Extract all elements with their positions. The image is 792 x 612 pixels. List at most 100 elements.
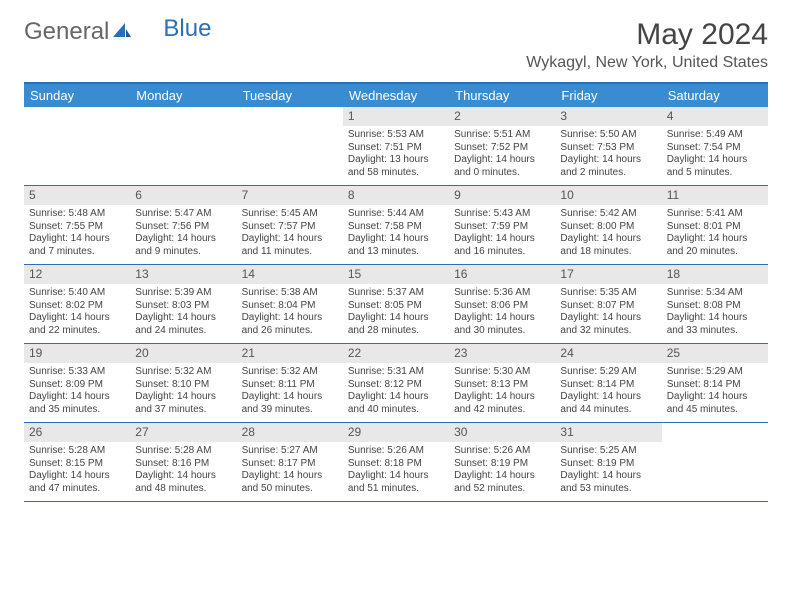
- sunrise-text: Sunrise: 5:30 AM: [454, 366, 550, 379]
- daylight-text-1: Daylight: 14 hours: [135, 312, 231, 325]
- day-cell: 12Sunrise: 5:40 AMSunset: 8:02 PMDayligh…: [24, 265, 130, 343]
- day-details: Sunrise: 5:38 AMSunset: 8:04 PMDaylight:…: [237, 284, 343, 342]
- sunset-text: Sunset: 8:16 PM: [135, 458, 231, 471]
- day-details: Sunrise: 5:29 AMSunset: 8:14 PMDaylight:…: [662, 363, 768, 421]
- brand-part2: Blue: [163, 15, 211, 43]
- sunrise-text: Sunrise: 5:45 AM: [242, 208, 338, 221]
- day-cell: 26Sunrise: 5:28 AMSunset: 8:15 PMDayligh…: [24, 423, 130, 501]
- daylight-text-1: Daylight: 14 hours: [29, 312, 125, 325]
- day-cell: 11Sunrise: 5:41 AMSunset: 8:01 PMDayligh…: [662, 186, 768, 264]
- daylight-text-1: Daylight: 14 hours: [348, 233, 444, 246]
- day-number: 24: [555, 344, 661, 363]
- brand-logo[interactable]: General Blue: [24, 18, 211, 46]
- sunset-text: Sunset: 7:56 PM: [135, 221, 231, 234]
- day-number: 20: [130, 344, 236, 363]
- day-header: Wednesday: [343, 84, 449, 107]
- daylight-text-1: Daylight: 14 hours: [348, 391, 444, 404]
- day-number: 28: [237, 423, 343, 442]
- day-cell: 30Sunrise: 5:26 AMSunset: 8:19 PMDayligh…: [449, 423, 555, 501]
- sunrise-text: Sunrise: 5:26 AM: [348, 445, 444, 458]
- sunset-text: Sunset: 8:14 PM: [560, 379, 656, 392]
- daylight-text-1: Daylight: 14 hours: [242, 233, 338, 246]
- day-header: Tuesday: [237, 84, 343, 107]
- day-details: Sunrise: 5:26 AMSunset: 8:19 PMDaylight:…: [449, 442, 555, 500]
- daylight-text-2: and 18 minutes.: [560, 246, 656, 259]
- sunrise-text: Sunrise: 5:38 AM: [242, 287, 338, 300]
- day-number: 19: [24, 344, 130, 363]
- day-details: Sunrise: 5:42 AMSunset: 8:00 PMDaylight:…: [555, 205, 661, 263]
- day-number: 1: [343, 107, 449, 126]
- daylight-text-1: Daylight: 14 hours: [560, 154, 656, 167]
- daylight-text-1: Daylight: 14 hours: [29, 233, 125, 246]
- daylight-text-1: Daylight: 14 hours: [242, 470, 338, 483]
- sunset-text: Sunset: 7:57 PM: [242, 221, 338, 234]
- daylight-text-1: Daylight: 14 hours: [135, 391, 231, 404]
- daylight-text-2: and 20 minutes.: [667, 246, 763, 259]
- day-header: Thursday: [449, 84, 555, 107]
- sunrise-text: Sunrise: 5:50 AM: [560, 129, 656, 142]
- day-cell: 23Sunrise: 5:30 AMSunset: 8:13 PMDayligh…: [449, 344, 555, 422]
- day-details: Sunrise: 5:50 AMSunset: 7:53 PMDaylight:…: [555, 126, 661, 184]
- day-number: 16: [449, 265, 555, 284]
- daylight-text-1: Daylight: 14 hours: [560, 391, 656, 404]
- day-cell: 7 Sunrise: 5:45 AMSunset: 7:57 PMDaylight…: [237, 186, 343, 264]
- day-cell: 31Sunrise: 5:25 AMSunset: 8:19 PMDayligh…: [555, 423, 661, 501]
- sunrise-text: Sunrise: 5:44 AM: [348, 208, 444, 221]
- week-row: 5Sunrise: 5:48 AMSunset: 7:55 PMDaylight…: [24, 186, 768, 265]
- sunrise-text: Sunrise: 5:41 AM: [667, 208, 763, 221]
- daylight-text-1: Daylight: 14 hours: [454, 154, 550, 167]
- day-cell: 19Sunrise: 5:33 AMSunset: 8:09 PMDayligh…: [24, 344, 130, 422]
- week-row: 19Sunrise: 5:33 AMSunset: 8:09 PMDayligh…: [24, 344, 768, 423]
- day-number: 9: [449, 186, 555, 205]
- daylight-text-2: and 40 minutes.: [348, 404, 444, 417]
- daylight-text-2: and 2 minutes.: [560, 167, 656, 180]
- daylight-text-2: and 47 minutes.: [29, 483, 125, 496]
- day-details: Sunrise: 5:32 AMSunset: 8:11 PMDaylight:…: [237, 363, 343, 421]
- location-text: Wykagyl, New York, United States: [526, 54, 768, 72]
- header: General Blue May 2024 Wykagyl, New York,…: [24, 18, 768, 72]
- day-cell: 18Sunrise: 5:34 AMSunset: 8:08 PMDayligh…: [662, 265, 768, 343]
- day-details: Sunrise: 5:39 AMSunset: 8:03 PMDaylight:…: [130, 284, 236, 342]
- day-cell: [130, 107, 236, 185]
- day-number: 4: [662, 107, 768, 126]
- day-header: Friday: [555, 84, 661, 107]
- sunrise-text: Sunrise: 5:28 AM: [29, 445, 125, 458]
- day-cell: 13Sunrise: 5:39 AMSunset: 8:03 PMDayligh…: [130, 265, 236, 343]
- day-cell: 17Sunrise: 5:35 AMSunset: 8:07 PMDayligh…: [555, 265, 661, 343]
- day-header: Monday: [130, 84, 236, 107]
- daylight-text-1: Daylight: 14 hours: [135, 233, 231, 246]
- day-number: 13: [130, 265, 236, 284]
- daylight-text-1: Daylight: 14 hours: [348, 312, 444, 325]
- day-details: Sunrise: 5:35 AMSunset: 8:07 PMDaylight:…: [555, 284, 661, 342]
- sunrise-text: Sunrise: 5:48 AM: [29, 208, 125, 221]
- sunrise-text: Sunrise: 5:33 AM: [29, 366, 125, 379]
- day-details: Sunrise: 5:41 AMSunset: 8:01 PMDaylight:…: [662, 205, 768, 263]
- day-details: Sunrise: 5:33 AMSunset: 8:09 PMDaylight:…: [24, 363, 130, 421]
- day-number: 7: [237, 186, 343, 205]
- day-details: Sunrise: 5:32 AMSunset: 8:10 PMDaylight:…: [130, 363, 236, 421]
- daylight-text-2: and 58 minutes.: [348, 167, 444, 180]
- sunrise-text: Sunrise: 5:43 AM: [454, 208, 550, 221]
- day-number: 17: [555, 265, 661, 284]
- sunrise-text: Sunrise: 5:28 AM: [135, 445, 231, 458]
- day-details: Sunrise: 5:40 AMSunset: 8:02 PMDaylight:…: [24, 284, 130, 342]
- daylight-text-2: and 35 minutes.: [29, 404, 125, 417]
- day-details: Sunrise: 5:28 AMSunset: 8:15 PMDaylight:…: [24, 442, 130, 500]
- sunset-text: Sunset: 8:19 PM: [560, 458, 656, 471]
- sunset-text: Sunset: 8:04 PM: [242, 300, 338, 313]
- sunrise-text: Sunrise: 5:32 AM: [242, 366, 338, 379]
- sunset-text: Sunset: 7:52 PM: [454, 142, 550, 155]
- daylight-text-2: and 28 minutes.: [348, 325, 444, 338]
- title-block: May 2024 Wykagyl, New York, United State…: [526, 18, 768, 72]
- sunrise-text: Sunrise: 5:29 AM: [667, 366, 763, 379]
- day-number: 5: [24, 186, 130, 205]
- day-header: Sunday: [24, 84, 130, 107]
- daylight-text-1: Daylight: 14 hours: [454, 470, 550, 483]
- sunset-text: Sunset: 7:53 PM: [560, 142, 656, 155]
- sunrise-text: Sunrise: 5:25 AM: [560, 445, 656, 458]
- daylight-text-1: Daylight: 14 hours: [560, 312, 656, 325]
- daylight-text-2: and 42 minutes.: [454, 404, 550, 417]
- weeks-container: 1Sunrise: 5:53 AMSunset: 7:51 PMDaylight…: [24, 107, 768, 502]
- day-cell: 27Sunrise: 5:28 AMSunset: 8:16 PMDayligh…: [130, 423, 236, 501]
- sunset-text: Sunset: 8:10 PM: [135, 379, 231, 392]
